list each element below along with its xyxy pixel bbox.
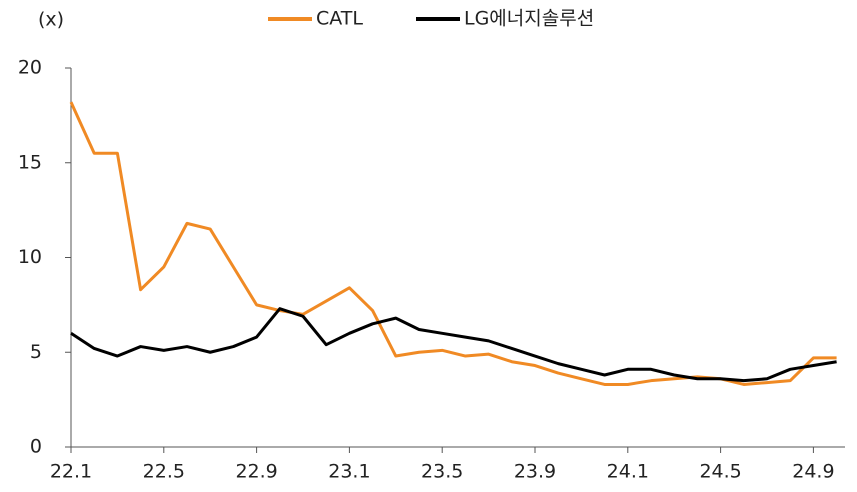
y-tick-label: 15 [18, 151, 42, 173]
y-axis-unit: (x) [38, 9, 64, 31]
x-tick-label: 22.9 [235, 461, 277, 483]
x-tick-label: 22.1 [50, 461, 92, 483]
legend-label: CATL [316, 8, 363, 30]
y-tick-label: 20 [18, 57, 42, 79]
line-series [70, 307, 837, 383]
x-tick-label: 24.5 [699, 461, 741, 483]
line-series [69, 101, 837, 386]
x-tick-label: 23.9 [514, 461, 556, 483]
y-tick-label: 10 [18, 246, 42, 268]
x-tick-label: 23.5 [421, 461, 463, 483]
x-tick-label: 23.1 [328, 461, 370, 483]
y-tick-label: 5 [30, 341, 42, 363]
legend-label: LG에너지솔루션 [464, 8, 594, 30]
y-tick-label: 0 [30, 436, 42, 458]
x-tick-label: 22.5 [143, 461, 185, 483]
x-tick-label: 24.9 [792, 461, 834, 483]
x-tick-label: 24.1 [607, 461, 649, 483]
